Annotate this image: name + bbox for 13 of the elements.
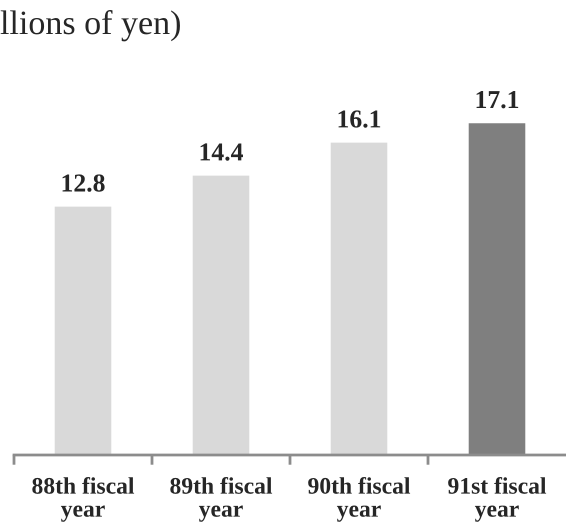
x-tick-label: 88th fiscal year bbox=[32, 476, 134, 522]
x-tick-label: 90th fiscal year bbox=[308, 476, 410, 522]
chart-title: llions of yen) bbox=[0, 10, 180, 42]
data-label: 16.1 bbox=[338, 110, 380, 128]
x-tick-label: 91st fiscal year bbox=[448, 476, 546, 522]
data-label: 12.8 bbox=[62, 174, 105, 192]
bar bbox=[192, 176, 250, 455]
data-label: 14.4 bbox=[200, 143, 244, 161]
x-tick-label: 89th fiscal year bbox=[170, 476, 272, 522]
data-label: 17.1 bbox=[476, 91, 518, 108]
bar bbox=[330, 142, 388, 455]
bar bbox=[468, 123, 526, 455]
bar bbox=[54, 206, 112, 455]
